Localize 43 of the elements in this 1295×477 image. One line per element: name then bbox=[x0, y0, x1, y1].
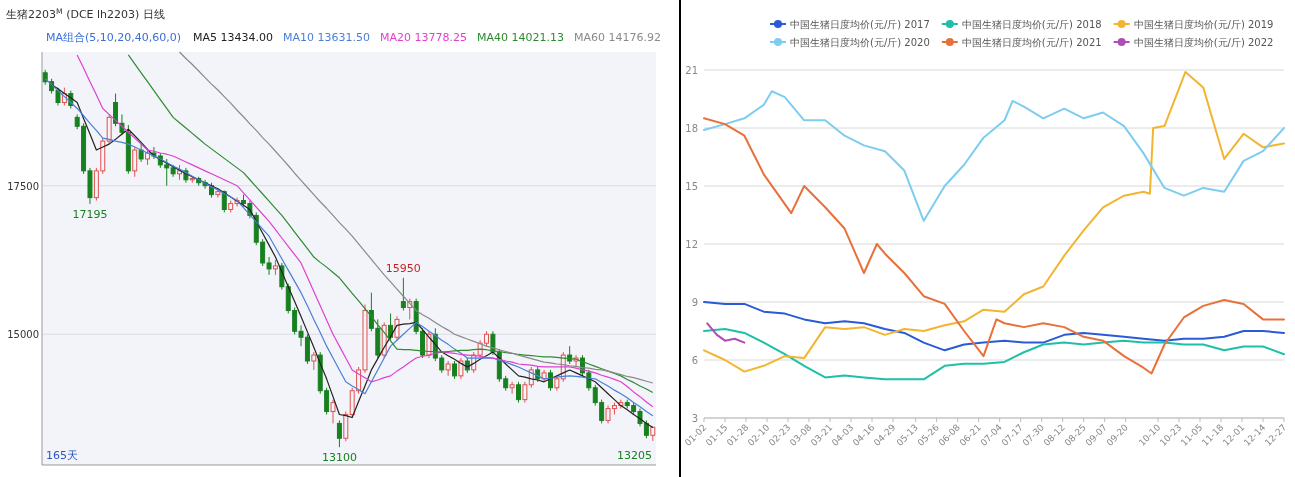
line-series bbox=[703, 117, 1285, 375]
line-series bbox=[703, 328, 1285, 381]
candlestick bbox=[343, 411, 349, 442]
legend-label: 中国生猪日度均价(元/斤) 2020 bbox=[790, 37, 930, 48]
text: MA60 14176.92 bbox=[574, 31, 662, 44]
y-tick-label: 21 bbox=[685, 65, 698, 76]
chart-title: 生猪2203$^{M}$ (DCE lh2203) 日线 bbox=[6, 6, 165, 21]
y-tick-label: 15000 bbox=[7, 329, 39, 341]
text: MA10 13631.50 bbox=[283, 31, 371, 44]
annotation: 13205 bbox=[617, 449, 652, 462]
text: MA40 14021.13 bbox=[477, 31, 565, 44]
line-series bbox=[703, 301, 1285, 352]
candlestick bbox=[132, 146, 138, 178]
candlestick bbox=[400, 277, 406, 311]
candlestick bbox=[336, 419, 342, 448]
legend-label: 中国生猪日度均价(元/斤) 2019 bbox=[1133, 19, 1274, 30]
candlestick bbox=[516, 381, 521, 404]
annotation: 15950 bbox=[385, 261, 421, 275]
annotation: 13100 bbox=[321, 451, 357, 465]
y-tick-label: 9 bbox=[691, 297, 698, 308]
legend-label: 中国生猪日度均价(元/斤) 2018 bbox=[961, 19, 1102, 30]
y-tick-label: 6 bbox=[691, 355, 698, 366]
annotation: 165天 bbox=[46, 449, 78, 462]
text: MA5 13434.00 bbox=[193, 31, 274, 44]
legend-label: 中国生猪日度均价(元/斤) 2022 bbox=[1133, 37, 1274, 48]
line-series bbox=[706, 322, 746, 344]
candlestick bbox=[330, 399, 336, 424]
y-tick-label: 15 bbox=[685, 181, 698, 192]
candlestick bbox=[113, 93, 119, 127]
y-tick-label: 17500 bbox=[7, 180, 39, 192]
chart-subtitle: MA组合(5,10,20,40,60,0) bbox=[46, 31, 182, 44]
y-tick-label: 3 bbox=[691, 413, 698, 424]
legend-label: 中国生猪日度均价(元/斤) 2017 bbox=[790, 19, 930, 30]
y-tick-label: 12 bbox=[685, 239, 698, 250]
annotation: 17195 bbox=[72, 207, 108, 221]
candlestick bbox=[445, 360, 451, 377]
candlestick bbox=[509, 381, 515, 395]
text: MA20 13778.25 bbox=[380, 31, 468, 44]
line-series bbox=[703, 70, 1285, 373]
line-series bbox=[703, 90, 1285, 222]
y-tick-label: 18 bbox=[685, 123, 698, 134]
candlestick bbox=[106, 113, 112, 145]
legend-label: 中国生猪日度均价(元/斤) 2021 bbox=[961, 37, 1102, 48]
